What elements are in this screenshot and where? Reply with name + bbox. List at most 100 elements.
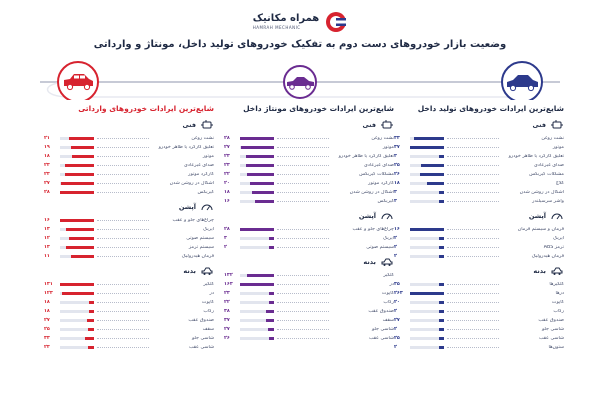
value-bar-fill xyxy=(268,301,274,304)
item-label: کارکرد موتور xyxy=(188,172,214,177)
section-label: فنی xyxy=(532,121,547,129)
item-value: ۲ xyxy=(394,309,397,314)
value-bar xyxy=(240,337,274,340)
leader-dots xyxy=(447,183,499,184)
leader-dots xyxy=(447,192,499,193)
value-bar-fill xyxy=(88,310,94,313)
list-item: سقف ۲۵ xyxy=(42,325,214,334)
list-item: صدای غیرعادی ۲۵ xyxy=(392,161,564,170)
item-value: ۳۸ xyxy=(224,309,230,314)
section-body: بدنه گلگیرها ۳۵ درها ۲۶۳ کاپوت ۲۰ رکاب ۲ صندوق ع… xyxy=(392,265,564,352)
value-bar xyxy=(410,283,444,286)
item-value: ۱۲ xyxy=(44,236,50,241)
value-bar-fill xyxy=(249,182,274,185)
item-value: ۲۶ xyxy=(224,336,230,341)
list-item: کلاچ ۱۸ xyxy=(392,179,564,188)
item-label: مشکلات گیربکس xyxy=(359,172,394,177)
value-bar xyxy=(410,319,444,322)
leader-dots xyxy=(447,347,499,348)
value-bar xyxy=(60,237,94,240)
item-value: ۲۸ xyxy=(224,227,230,232)
leader-dots xyxy=(277,183,329,184)
item-label: ترمز ABS xyxy=(543,245,564,250)
value-bar-fill xyxy=(88,301,94,304)
list-item: کاپوت ۲۰ xyxy=(392,298,564,307)
item-label: نشت روغن xyxy=(191,136,214,141)
value-bar xyxy=(60,173,94,176)
item-label: کاپوت xyxy=(381,291,394,296)
value-bar xyxy=(60,246,94,249)
list-item: مشکلات گیربکس ۲۶ xyxy=(392,170,564,179)
leader-dots xyxy=(447,201,499,202)
value-bar-fill xyxy=(68,137,94,140)
item-value: ۲ xyxy=(394,327,397,332)
list-item: در ۱۲۳ xyxy=(42,289,214,298)
list-item: کاپوت ۱۸ xyxy=(42,298,214,307)
leader-dots xyxy=(97,293,149,294)
column-imported: شایع‌ترین ایرادات خودروهای وارداتی فنی ن… xyxy=(42,104,214,352)
section-label: بدنه xyxy=(363,258,376,266)
item-label: تعلیق کارکرد یا ظاهر خودرو xyxy=(338,154,394,159)
leader-dots xyxy=(97,284,149,285)
section-label: آپشن xyxy=(178,203,196,211)
list-item: صندوق عقب ۲۷ xyxy=(42,316,214,325)
value-bar xyxy=(240,274,274,277)
item-label: گیربکس xyxy=(197,190,214,195)
value-bar-fill xyxy=(438,237,444,240)
value-bar xyxy=(240,200,274,203)
leader-dots xyxy=(447,138,499,139)
item-value: ۲۵ xyxy=(394,336,400,341)
leader-dots xyxy=(447,147,499,148)
list-item: صدای غیرعادی ۲۴ xyxy=(42,161,214,170)
list-item: موتور ۱۸ xyxy=(42,152,214,161)
value-bar-fill xyxy=(420,173,444,176)
item-label: درها xyxy=(555,291,564,296)
item-value: ۲۷ xyxy=(224,327,230,332)
item-label: شاسی جلو xyxy=(371,327,394,332)
value-bar-fill xyxy=(64,164,94,167)
value-bar-fill xyxy=(438,155,444,158)
value-bar-fill xyxy=(62,292,94,295)
list-item: اشکال در روشن شدن ۱۸ xyxy=(222,188,394,197)
item-label: اشکال در روشن شدن xyxy=(349,190,394,195)
value-bar xyxy=(410,255,444,258)
value-bar xyxy=(240,319,274,322)
leader-dots xyxy=(447,174,499,175)
value-bar xyxy=(240,328,274,331)
item-value: ۲۲ xyxy=(224,172,230,177)
value-bar xyxy=(410,173,444,176)
car-imported-icon xyxy=(57,61,99,103)
value-bar xyxy=(410,246,444,249)
item-label: تعلیق کارکرد یا ظاهر خودرو xyxy=(508,154,564,159)
value-bar xyxy=(240,283,274,286)
leader-dots xyxy=(277,147,329,148)
leader-dots xyxy=(97,183,149,184)
leader-dots xyxy=(277,338,329,339)
section-label: فنی xyxy=(182,121,197,129)
list-item: گیربکس ۲۸ xyxy=(42,188,214,197)
value-bar-fill xyxy=(87,346,94,349)
car-domestic-icon xyxy=(501,61,543,103)
item-label: گیربکس xyxy=(377,199,394,204)
list-item: واشر سرسیلندر ۴ xyxy=(392,197,564,206)
value-bar xyxy=(410,228,444,231)
list-item: ستون‌ها ۲ xyxy=(392,343,564,352)
leader-dots xyxy=(97,147,149,148)
leader-dots xyxy=(447,302,499,303)
item-label: گلگیرها xyxy=(549,282,564,287)
brand-name: همراه مکانیک xyxy=(252,13,320,24)
value-bar-fill xyxy=(61,182,94,185)
item-label: صندوق عقب xyxy=(538,318,564,323)
section-body: بدنه گلگیر ۱۳۲ در ۱۶۴ کاپوت ۲۳ رکاب ۲۲ صندوق عقب… xyxy=(222,256,394,343)
leader-dots xyxy=(97,165,149,166)
value-bar xyxy=(240,237,274,240)
value-bar-fill xyxy=(268,237,274,240)
item-value: ۲۴ xyxy=(44,172,50,177)
value-bar xyxy=(60,310,94,313)
engine-icon xyxy=(200,119,214,131)
item-value: ۱۶ xyxy=(44,218,50,223)
brand-mark-icon xyxy=(325,11,347,33)
list-item: کارکرد موتور ۲۰ xyxy=(222,179,394,188)
leader-dots xyxy=(97,320,149,321)
value-bar xyxy=(410,328,444,331)
